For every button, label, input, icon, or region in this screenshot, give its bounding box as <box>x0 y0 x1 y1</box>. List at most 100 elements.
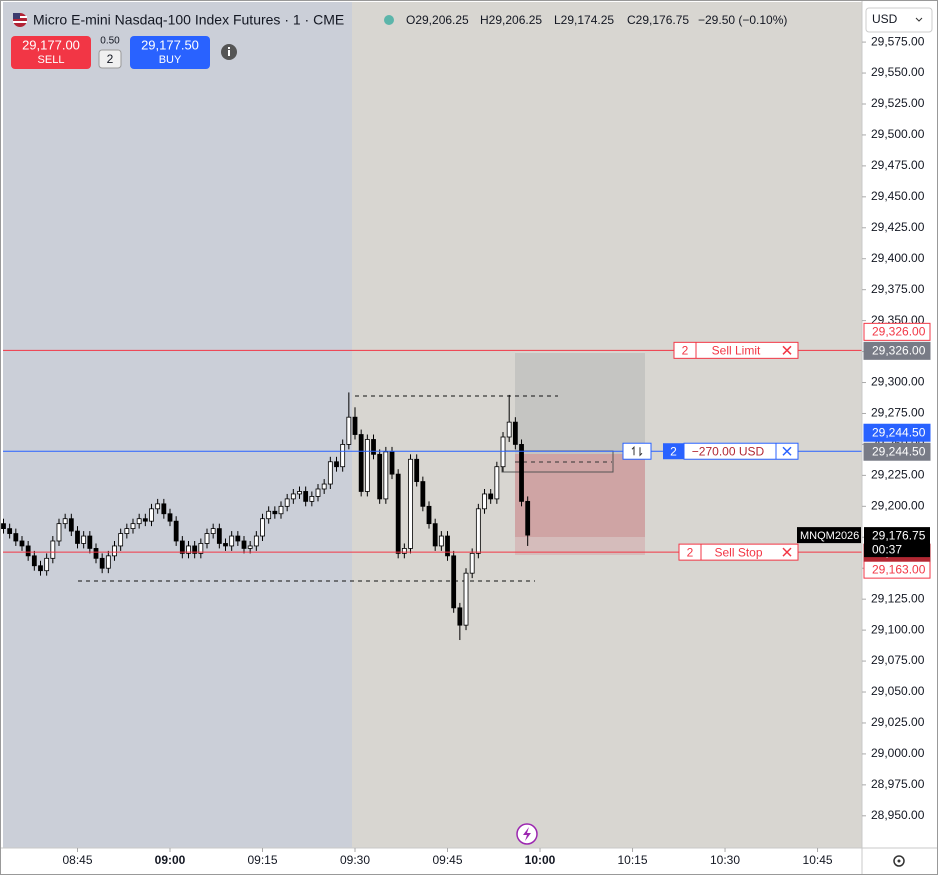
candle-body <box>124 528 130 534</box>
position-price-label-box <box>863 442 931 461</box>
x-tick-label: 09:00 <box>155 853 186 867</box>
candle-body <box>377 453 383 500</box>
candle-body <box>260 518 265 537</box>
spread: 0.50 <box>100 36 120 47</box>
candle-body <box>31 555 37 567</box>
y-tick-label: 29,125.00 <box>871 591 925 605</box>
order-label[interactable]: 2 Sell Stop <box>678 543 799 561</box>
sell-button[interactable]: 29,177.00 SELL <box>11 36 91 69</box>
quantity-field[interactable]: 2 <box>98 49 122 69</box>
y-tick-label: 29,050.00 <box>871 684 925 698</box>
order-quantity: 2 <box>682 344 689 358</box>
candle-body <box>334 461 339 468</box>
order-price-label: 29,326.00 <box>872 344 926 358</box>
candle-body <box>272 510 278 515</box>
candle-body <box>297 491 302 495</box>
candle-body <box>204 533 210 544</box>
candle-body <box>149 508 154 522</box>
candle-body <box>241 540 247 549</box>
candle-body <box>445 535 450 557</box>
candle-body <box>500 436 506 468</box>
candle-body <box>457 607 463 626</box>
ohlc-low: L29,174.25 <box>554 13 614 27</box>
y-tick-label: 29,400.00 <box>871 251 925 265</box>
position-price-label: 29,244.50 <box>872 444 926 458</box>
x-tick-label: 10:30 <box>710 853 740 867</box>
last-price: 29,176.75 <box>872 528 926 542</box>
countdown: 00:37 <box>872 542 902 556</box>
y-tick-label: 29,475.00 <box>871 158 925 172</box>
candle-body <box>383 451 389 500</box>
candle-body <box>321 483 327 490</box>
x-tick-label: 08:45 <box>62 853 92 867</box>
reverse-button[interactable] <box>622 442 652 460</box>
x-tick-label: 09:30 <box>340 853 370 867</box>
buy-button[interactable]: 29,177.50 BUY <box>130 36 210 69</box>
info-icon[interactable] <box>221 44 237 60</box>
risk-target-zone <box>515 353 645 454</box>
y-tick-label: 29,575.00 <box>871 34 925 48</box>
y-tick-label: 29,450.00 <box>871 189 925 203</box>
candle-body <box>525 500 531 536</box>
candle-body <box>198 543 204 554</box>
candle-body <box>253 535 259 547</box>
pre-market-session <box>3 2 352 848</box>
candle-body <box>186 545 191 554</box>
risk-stop-zone-lower <box>515 537 645 555</box>
candle-body <box>327 461 333 485</box>
candle-body <box>235 535 241 542</box>
candle-body <box>99 557 105 569</box>
order-label-box <box>673 341 799 359</box>
order-type: Sell Stop <box>714 545 762 559</box>
candle-body <box>216 528 222 544</box>
settings-icon[interactable] <box>893 855 905 867</box>
sell-price: 29,177.00 <box>22 37 80 52</box>
y-tick-label: 29,025.00 <box>871 715 925 729</box>
y-tick-label: 28,950.00 <box>871 808 925 822</box>
ohlc-change: −29.50 (−0.10%) <box>698 13 787 27</box>
lightning-icon[interactable] <box>516 823 538 845</box>
x-tick-label: 09:45 <box>432 853 462 867</box>
order-label-box <box>678 543 799 561</box>
candle-body <box>7 528 13 534</box>
candle-body <box>488 493 494 500</box>
symbol-title: Micro E-mini Nasdaq-100 Index Futures · … <box>33 12 344 28</box>
candle-body <box>38 565 43 572</box>
candle-body <box>130 523 136 530</box>
position-quantity: 2 <box>670 444 677 458</box>
position-label[interactable]: 2 −270.00 USD <box>663 442 799 460</box>
candle-body <box>401 548 407 554</box>
candle-body <box>68 518 74 532</box>
position-pnl-box <box>683 442 799 460</box>
symbol: MNQM2026 <box>800 530 859 542</box>
candle-body <box>266 510 272 520</box>
candle-body <box>105 555 111 569</box>
order-quantity: 2 <box>687 545 694 559</box>
chevron <box>915 17 923 22</box>
x-tick-label: 09:15 <box>247 853 277 867</box>
y-tick-label: 29,225.00 <box>871 468 925 482</box>
candle-body <box>19 540 25 547</box>
candle-body <box>309 496 315 502</box>
candle-body <box>44 557 50 572</box>
candle-body <box>414 458 420 482</box>
order-type: Sell Limit <box>712 344 761 358</box>
candle-body <box>13 533 19 542</box>
currency-select[interactable]: USD <box>865 7 933 33</box>
y-tick-label: 29,200.00 <box>871 498 925 512</box>
candle-body <box>161 503 167 515</box>
candle-body <box>371 439 376 455</box>
position-price-label-box <box>863 423 931 442</box>
y-tick-label: 29,000.00 <box>871 746 925 760</box>
candle-body <box>167 513 173 522</box>
currency: USD <box>872 12 898 26</box>
candle-body <box>112 545 117 557</box>
order-label[interactable]: 2 Sell Limit <box>673 341 799 359</box>
candle-body <box>87 535 93 549</box>
reverse-box <box>622 442 652 460</box>
candle-body <box>290 493 296 500</box>
candle-body <box>315 488 321 497</box>
candle-body <box>506 421 512 438</box>
y-tick-label: 29,375.00 <box>871 282 925 296</box>
candle-body <box>192 545 198 554</box>
